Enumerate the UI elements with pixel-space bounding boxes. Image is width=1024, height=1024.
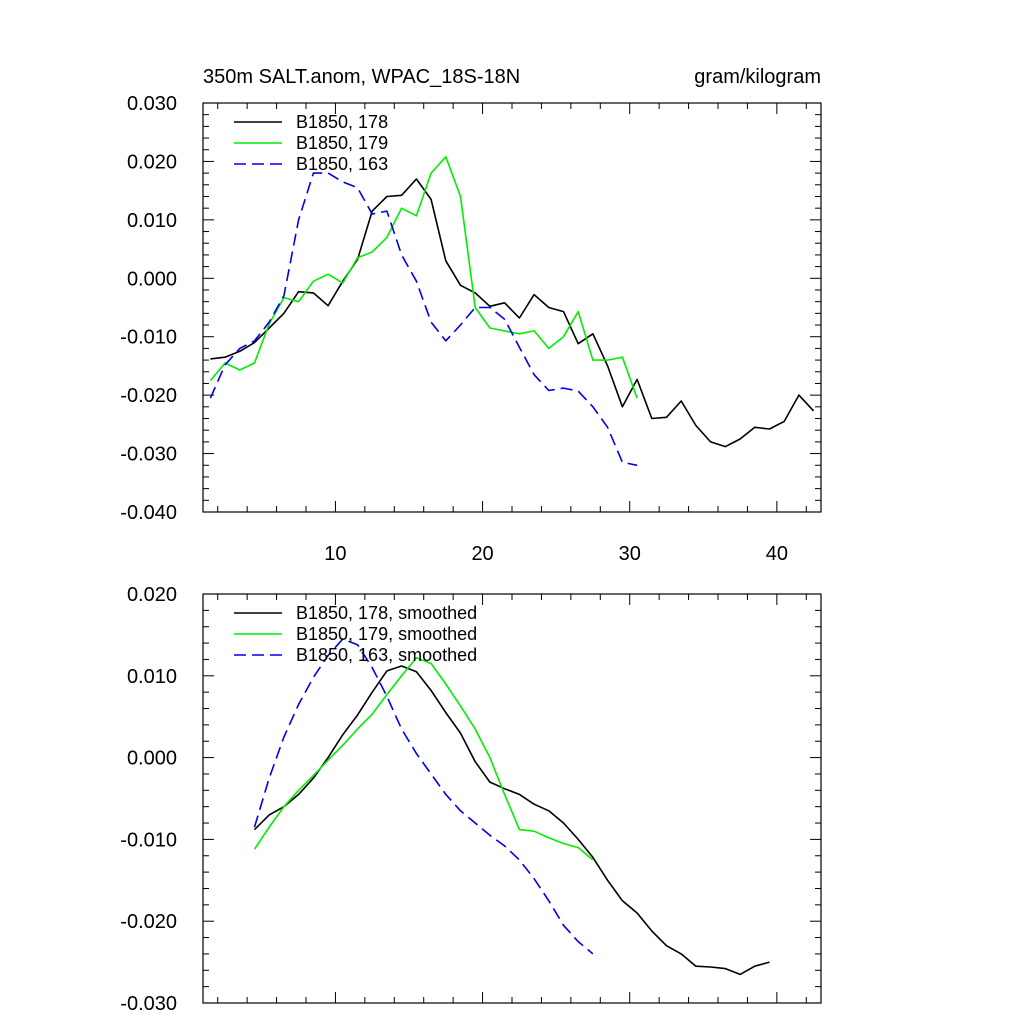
top-y-tick-label: 0.000 [127, 268, 177, 290]
top-x-tick-label: 10 [324, 543, 346, 565]
top-x-tick-label: 30 [619, 543, 641, 565]
bottom-y-tick-label: 0.000 [127, 748, 177, 770]
top-y-tick-label: 0.030 [127, 93, 177, 115]
bottom-y-tick-label: -0.010 [120, 829, 177, 851]
top-x-tick-label: 40 [766, 543, 788, 565]
top-y-tick-label: -0.020 [120, 385, 177, 407]
top-title-left: 350m SALT.anom, WPAC_18S-18N [203, 66, 520, 88]
bottom-series-line-1 [253, 665, 770, 976]
bottom-series-line-3 [253, 638, 594, 955]
top-series-line-3 [209, 172, 638, 467]
bottom-y-tick-label: 0.020 [127, 584, 177, 606]
top-legend-label-2: B1850, 179 [296, 133, 388, 153]
top-y-tick-label: -0.040 [120, 502, 177, 524]
bottom-panel: 0.020 0.010 0.000 -0.010 -0.020 -0.030 B1850, … [120, 584, 822, 1015]
top-series-line-1 [210, 178, 815, 448]
top-series-line-2 [209, 156, 638, 399]
bottom-y-tick-label: 0.010 [127, 666, 177, 688]
top-x-tick-label: 20 [471, 543, 493, 565]
bottom-y-tick-label: -0.020 [120, 911, 177, 933]
bottom-series-line-2 [253, 656, 594, 861]
top-y-tick-label: -0.010 [120, 327, 177, 349]
top-panel: 10 20 30 40 0.030 0.020 0.010 0.000 -0.010 -0.020… [120, 93, 822, 565]
top-y-tick-label: 0.010 [127, 210, 177, 232]
top-legend-label-3: B1850, 163 [296, 154, 388, 174]
top-y-tick-label: -0.030 [120, 444, 177, 466]
top-legend-label-1: B1850, 178 [296, 112, 388, 132]
bottom-y-tick-label: -0.030 [120, 993, 177, 1015]
top-y-tick-label: 0.020 [127, 151, 177, 173]
bottom-legend-label-2: B1850, 179, smoothed [296, 624, 477, 644]
top-title-right: gram/kilogram [694, 66, 821, 88]
bottom-legend-label-3: B1850, 163, smoothed [296, 645, 477, 665]
bottom-legend-label-1: B1850, 178, smoothed [296, 603, 477, 623]
